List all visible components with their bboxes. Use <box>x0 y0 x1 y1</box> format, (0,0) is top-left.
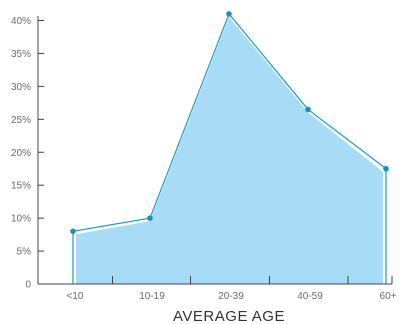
data-points <box>70 11 389 235</box>
x-tick-label: 60+ <box>380 291 397 302</box>
x-axis-title: AVERAGE AGE <box>173 308 285 324</box>
y-tick-label: 5% <box>17 247 32 258</box>
data-point <box>383 165 389 172</box>
y-tick-label: 30% <box>11 82 31 93</box>
y-tick-label: 40% <box>11 16 31 27</box>
y-tick-label: 25% <box>11 115 31 126</box>
area-layer <box>72 13 387 284</box>
x-tick-label: 10-19 <box>139 291 165 302</box>
axes-layer <box>37 16 392 285</box>
y-axis-ticks: 0 5% 10% 15% 20% 25% 30% 35% 40% <box>11 16 44 291</box>
y-tick-label: 20% <box>11 148 31 159</box>
area-fill <box>76 16 383 284</box>
y-tick-label: 10% <box>11 214 31 225</box>
data-point <box>305 106 311 113</box>
data-point <box>226 11 232 17</box>
x-tick-label: <10 <box>67 291 84 302</box>
data-point <box>147 215 153 221</box>
y-tick-label: 35% <box>11 49 31 60</box>
x-axis-ticks: <10 10-19 20-39 40-59 60+ <box>67 276 397 302</box>
y-tick-label: 15% <box>11 181 31 192</box>
y-tick-label: 0 <box>25 280 31 291</box>
data-point <box>70 228 76 235</box>
x-tick-label: 40-59 <box>297 291 323 302</box>
x-tick-label: 20-39 <box>218 291 244 302</box>
